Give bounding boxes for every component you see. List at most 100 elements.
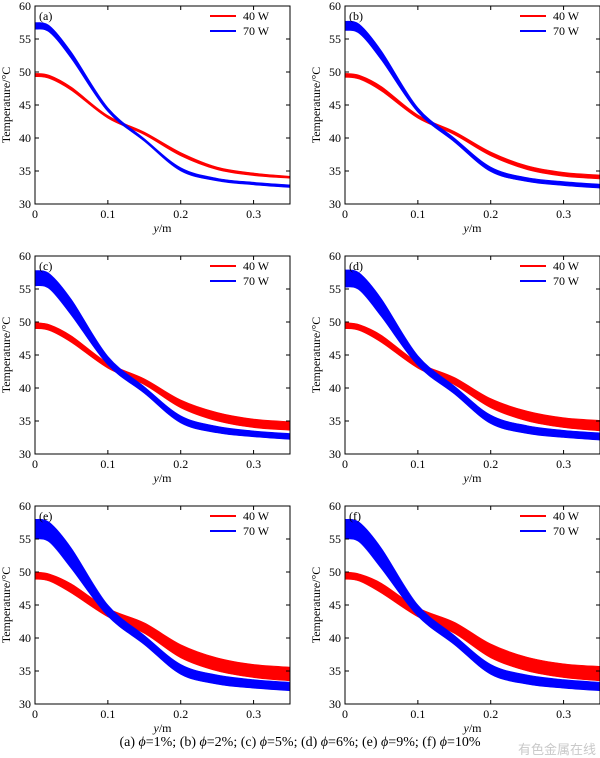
panel-label: (f) — [349, 509, 361, 523]
chart-panel: 0 0.1 0.2 0.3 30 35 40 45 50 55 60 (c) Temperature/°… — [0, 249, 291, 485]
panel-label: (a) — [39, 9, 52, 23]
caption-variable: ϕ — [381, 735, 389, 750]
x-tick-label: 0.3 — [556, 207, 571, 221]
x-axis-label: y/m — [153, 721, 173, 735]
x-tick-label: 0 — [32, 707, 38, 721]
x-axis-unit: /m — [469, 471, 482, 485]
legend-label: 40 W — [243, 259, 270, 273]
x-axis-label: y/m — [153, 471, 173, 485]
y-tick-label: 30 — [329, 447, 341, 461]
y-tick-label: 30 — [329, 197, 341, 211]
y-tick-label: 45 — [19, 598, 31, 612]
series-band-blue — [34, 270, 291, 440]
x-axis-unit: /m — [469, 721, 482, 735]
y-axis-label: Temperature/°C — [0, 317, 13, 394]
series-band-red — [344, 571, 600, 682]
chart-panel: 0 0.1 0.2 0.3 30 35 40 45 50 55 60 (f) Temperature/°… — [309, 499, 600, 735]
x-tick-label: 0.3 — [246, 207, 261, 221]
panel-label: (b) — [349, 9, 363, 23]
series-band-blue — [34, 22, 291, 188]
series-band-red — [34, 322, 291, 431]
y-tick-label: 50 — [19, 565, 31, 579]
y-tick-label: 35 — [329, 164, 341, 178]
y-tick-label: 50 — [329, 315, 341, 329]
y-tick-label: 55 — [329, 282, 341, 296]
caption-value: =2%; — [206, 735, 241, 750]
x-axis-label: y/m — [153, 221, 173, 235]
caption-variable: ϕ — [138, 735, 146, 750]
x-axis-variable: y — [153, 721, 160, 735]
y-tick-label: 60 — [19, 0, 31, 13]
legend-label: 70 W — [553, 274, 580, 288]
figure-caption: (a) ϕ=1%; (b) ϕ=2%; (c) ϕ=5%; (d) ϕ=6%; … — [0, 735, 600, 751]
x-axis-unit: /m — [469, 221, 482, 235]
x-tick-label: 0 — [32, 207, 38, 221]
series-band-blue — [344, 518, 600, 692]
legend-label: 40 W — [553, 509, 580, 523]
legend-label: 70 W — [553, 524, 580, 538]
y-tick-label: 45 — [329, 598, 341, 612]
series-band-red — [344, 322, 600, 432]
y-tick-label: 55 — [329, 532, 341, 546]
x-tick-label: 0.2 — [483, 457, 498, 471]
caption-value: =1%; — [145, 735, 180, 750]
y-tick-label: 35 — [19, 664, 31, 678]
legend-label: 40 W — [243, 9, 270, 23]
caption-value: =10% — [447, 735, 481, 750]
panel-label: (e) — [39, 509, 52, 523]
panel-label: (d) — [349, 259, 363, 273]
y-tick-label: 40 — [329, 631, 341, 645]
x-tick-label: 0.2 — [173, 707, 188, 721]
y-tick-label: 40 — [329, 381, 341, 395]
y-tick-label: 60 — [329, 249, 341, 263]
y-tick-label: 30 — [19, 447, 31, 461]
y-tick-label: 50 — [19, 315, 31, 329]
y-tick-label: 30 — [19, 197, 31, 211]
caption-value: =9%; — [388, 735, 423, 750]
y-tick-label: 40 — [329, 131, 341, 145]
x-tick-label: 0.1 — [100, 457, 115, 471]
x-axis-variable: y — [463, 221, 470, 235]
x-tick-label: 0.1 — [100, 207, 115, 221]
y-tick-label: 55 — [329, 32, 341, 46]
caption-label: (c) — [240, 735, 260, 750]
y-tick-label: 35 — [329, 414, 341, 428]
chart-panel: 0 0.1 0.2 0.3 30 35 40 45 50 55 60 (d) Temperature/°… — [309, 249, 600, 485]
caption-label: (b) — [179, 735, 200, 750]
caption-value: =5%; — [267, 735, 301, 750]
series-band-blue — [344, 269, 600, 441]
x-tick-label: 0.1 — [410, 457, 425, 471]
series-band-red — [344, 72, 600, 180]
y-tick-label: 55 — [19, 532, 31, 546]
y-tick-label: 60 — [19, 249, 31, 263]
x-tick-label: 0 — [342, 207, 348, 221]
caption-variable: ϕ — [199, 735, 207, 750]
y-axis-label: Temperature/°C — [309, 67, 323, 144]
x-axis-variable: y — [153, 221, 160, 235]
chart-panel: 0 0.1 0.2 0.3 30 35 40 45 50 55 60 (b) Temperature/°… — [309, 0, 600, 235]
x-tick-label: 0.2 — [483, 207, 498, 221]
y-tick-label: 45 — [19, 348, 31, 362]
caption-variable: ϕ — [320, 735, 329, 750]
y-tick-label: 35 — [329, 664, 341, 678]
y-tick-label: 50 — [19, 65, 31, 79]
legend-label: 70 W — [553, 24, 580, 38]
chart-panel: 0 0.1 0.2 0.3 30 35 40 45 50 55 60 (a) Temperature/°… — [0, 0, 291, 235]
x-tick-label: 0.2 — [173, 457, 188, 471]
y-axis-label: Temperature/°C — [0, 67, 13, 144]
x-tick-label: 0.3 — [246, 707, 261, 721]
legend-label: 70 W — [243, 524, 270, 538]
caption-label: (f) — [422, 735, 440, 750]
y-tick-label: 30 — [329, 697, 341, 711]
caption-label: (d) — [300, 735, 321, 750]
legend-label: 70 W — [243, 24, 270, 38]
y-tick-label: 55 — [19, 32, 31, 46]
y-tick-label: 35 — [19, 414, 31, 428]
caption-variable: ϕ — [259, 735, 268, 750]
x-axis-label: y/m — [463, 471, 483, 485]
legend-label: 40 W — [243, 509, 270, 523]
x-tick-label: 0.3 — [246, 457, 261, 471]
series-band-red — [34, 571, 291, 682]
x-tick-label: 0.1 — [410, 207, 425, 221]
